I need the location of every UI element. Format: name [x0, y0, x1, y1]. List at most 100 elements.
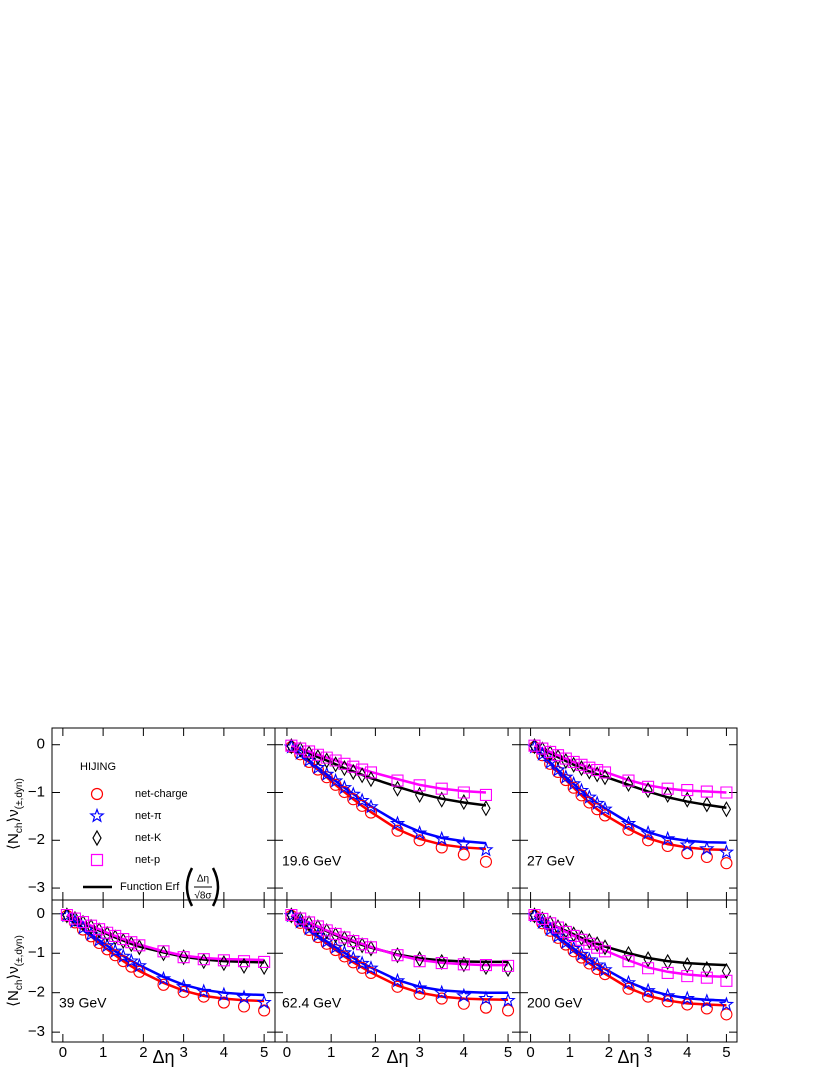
data-point	[357, 937, 367, 954]
y-label-part: (±,dyn)	[14, 778, 25, 809]
data-point	[347, 934, 360, 948]
data-point	[311, 748, 324, 761]
data-point	[457, 958, 470, 971]
data-point	[389, 972, 406, 988]
data-point	[239, 957, 249, 974]
data-point	[356, 763, 369, 776]
data-point	[581, 789, 598, 804]
y-label-part: ⟨N	[5, 833, 22, 850]
data-point	[330, 926, 341, 944]
data-point	[345, 950, 361, 965]
data-point	[115, 948, 131, 963]
x-tick-label: 2	[605, 1044, 613, 1061]
data-point	[285, 739, 298, 752]
data-point	[76, 916, 90, 929]
data-point	[259, 958, 269, 976]
panel-label: 62.4 GeV	[282, 995, 342, 1011]
data-point	[347, 760, 360, 773]
data-point	[565, 775, 582, 791]
data-point	[597, 961, 613, 977]
data-point	[544, 745, 557, 758]
data-point	[622, 955, 635, 968]
y-label-part: ⟩ν	[5, 966, 22, 979]
data-point	[285, 908, 298, 922]
data-point	[295, 911, 305, 928]
data-point	[391, 949, 404, 962]
data-point	[237, 955, 251, 968]
data-point	[178, 949, 189, 966]
data-point	[536, 912, 549, 925]
data-point	[565, 940, 582, 956]
legend-marker	[89, 807, 105, 823]
data-point	[503, 960, 513, 978]
x-tick-label: 4	[220, 1044, 228, 1061]
data-point	[567, 755, 580, 768]
x-axis-label: Δη	[152, 1047, 174, 1067]
data-point	[481, 800, 491, 817]
data-point	[301, 752, 317, 768]
data-point	[327, 939, 344, 954]
x-tick-label: 1	[99, 1044, 107, 1061]
data-point	[542, 921, 558, 937]
data-point	[310, 759, 326, 775]
data-point	[327, 772, 344, 788]
x-tick-label: 0	[283, 1044, 291, 1061]
y-label-part: ch	[14, 980, 25, 991]
data-point	[643, 951, 653, 968]
data-point	[411, 825, 428, 840]
data-point	[597, 801, 613, 816]
data-point	[575, 758, 588, 771]
data-point	[364, 941, 378, 954]
legend-label: net-p	[135, 854, 160, 866]
data-point	[345, 786, 361, 801]
data-point	[437, 791, 447, 808]
legend-marker	[92, 829, 102, 847]
data-point	[478, 841, 494, 857]
data-point	[158, 945, 169, 962]
plot-frame	[519, 899, 738, 1043]
fit-line	[290, 746, 487, 845]
y-label-part: ⟩ν	[5, 809, 22, 822]
data-point	[679, 990, 695, 1006]
data-point	[681, 970, 694, 983]
y-tick-label: 0	[37, 736, 45, 753]
data-point	[392, 947, 403, 964]
data-point	[435, 782, 448, 795]
data-point	[682, 791, 692, 808]
panel-label: 200 GeV	[527, 995, 583, 1011]
y-axis-label: ⟨Nch⟩ν(±,dyn)	[5, 935, 25, 1007]
data-point	[457, 848, 470, 861]
paren	[211, 867, 220, 907]
data-point	[329, 754, 342, 767]
data-point	[330, 756, 341, 773]
data-point	[721, 962, 732, 980]
data-point	[720, 857, 733, 870]
data-point	[354, 792, 370, 808]
data-point	[311, 920, 324, 933]
data-point	[640, 825, 656, 840]
panel-label: 27 GeV	[527, 853, 575, 869]
data-point	[598, 945, 612, 958]
data-point	[413, 779, 426, 792]
data-point	[720, 974, 733, 987]
data-point	[681, 784, 694, 797]
data-point	[718, 844, 735, 859]
data-point	[336, 779, 353, 795]
data-point	[320, 771, 333, 784]
data-point	[322, 923, 332, 940]
panel-label: 19.6 GeV	[282, 853, 342, 869]
data-point	[196, 983, 212, 999]
data-point	[479, 959, 492, 972]
data-point	[348, 934, 358, 951]
data-point	[575, 933, 588, 946]
data-point	[459, 793, 469, 811]
data-point	[131, 957, 148, 973]
legend-label: net-π	[135, 810, 162, 822]
data-point	[699, 993, 715, 1008]
data-point	[700, 785, 713, 798]
data-point	[591, 763, 604, 777]
data-point	[550, 761, 566, 777]
data-point	[502, 959, 515, 972]
data-point	[459, 956, 469, 973]
fit-line	[533, 746, 727, 844]
